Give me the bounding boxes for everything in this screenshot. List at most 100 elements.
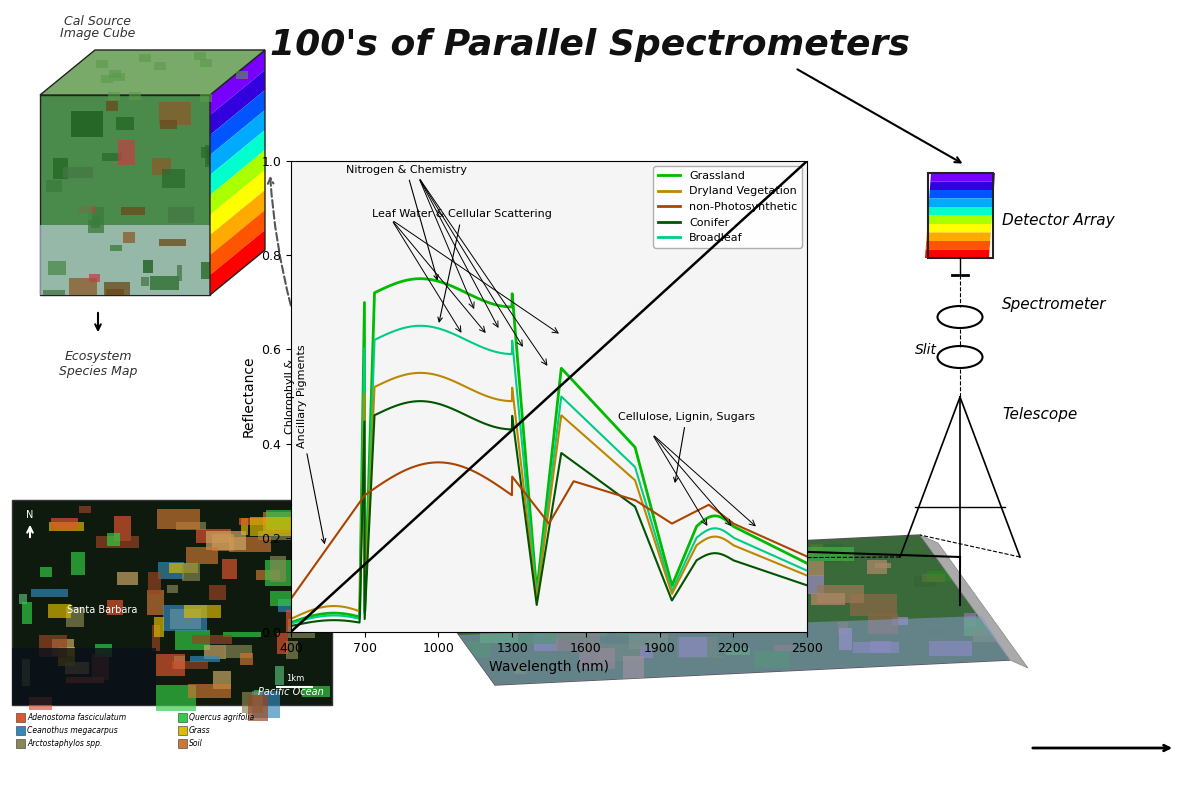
Bar	[163, 605, 207, 631]
Bar	[163, 170, 185, 188]
Bar	[199, 94, 211, 102]
Bar	[853, 641, 900, 653]
Bar	[278, 599, 303, 612]
Bar	[743, 615, 767, 631]
Text: Grass: Grass	[189, 726, 210, 735]
Bar	[106, 289, 123, 312]
Bar	[150, 276, 178, 290]
Bar	[277, 633, 288, 654]
Polygon shape	[210, 190, 265, 255]
Bar	[71, 553, 84, 575]
Bar	[252, 691, 280, 717]
Bar	[973, 630, 1020, 641]
Bar	[565, 618, 608, 637]
Bar	[248, 696, 268, 721]
Bar	[740, 546, 775, 553]
Bar	[577, 620, 607, 636]
Bar	[229, 537, 272, 552]
Bar	[469, 569, 494, 587]
Polygon shape	[927, 224, 991, 232]
Bar	[195, 53, 207, 60]
Bar	[109, 71, 121, 78]
Bar	[114, 516, 131, 542]
Bar	[430, 590, 459, 602]
Bar	[514, 663, 527, 674]
Polygon shape	[210, 230, 265, 295]
Bar	[584, 641, 597, 647]
Bar	[240, 653, 253, 665]
Y-axis label: Reflectance: Reflectance	[241, 356, 255, 437]
Text: Slit: Slit	[915, 343, 937, 357]
Legend: Grassland, Dryland Vegetation, non-Photosynthetic, Conifer, Broadleaf: Grassland, Dryland Vegetation, non-Photo…	[653, 166, 801, 247]
Bar	[204, 145, 228, 166]
Bar	[167, 207, 195, 223]
Bar	[185, 547, 217, 564]
Bar	[893, 617, 908, 625]
Bar	[748, 551, 783, 566]
Bar	[239, 518, 267, 525]
Bar	[49, 604, 71, 618]
Bar	[12, 500, 332, 705]
Polygon shape	[405, 535, 1010, 685]
Polygon shape	[929, 181, 995, 190]
Bar	[288, 627, 316, 638]
Bar	[241, 518, 248, 535]
Bar	[838, 622, 849, 634]
Bar	[792, 561, 824, 576]
Bar	[207, 150, 239, 164]
Bar	[70, 279, 97, 298]
Bar	[303, 519, 337, 542]
Text: Leaf Water & Cellular Scattering: Leaf Water & Cellular Scattering	[372, 210, 552, 322]
Bar	[604, 637, 650, 644]
Bar	[236, 71, 248, 78]
Bar	[269, 557, 286, 582]
Bar	[269, 591, 301, 606]
Bar	[534, 631, 558, 651]
Bar	[679, 637, 707, 657]
Bar	[88, 207, 103, 233]
Bar	[102, 152, 122, 161]
Bar	[154, 617, 164, 637]
Bar	[774, 645, 795, 652]
Bar	[19, 594, 27, 604]
Bar	[546, 623, 594, 639]
Bar	[721, 619, 734, 630]
Bar	[256, 571, 280, 580]
Bar	[107, 600, 123, 615]
Bar	[106, 101, 118, 111]
Bar	[250, 517, 293, 536]
Bar	[39, 636, 66, 656]
Bar	[923, 628, 945, 636]
Bar	[964, 613, 976, 627]
Bar	[15, 739, 25, 748]
Bar	[608, 570, 627, 579]
Polygon shape	[210, 70, 265, 135]
Bar	[565, 571, 602, 591]
Polygon shape	[40, 50, 265, 95]
Bar	[159, 102, 191, 126]
Text: Telescope: Telescope	[1002, 407, 1078, 422]
Bar	[199, 59, 211, 67]
Bar	[480, 629, 518, 643]
Polygon shape	[459, 616, 1010, 685]
Bar	[167, 585, 178, 593]
Text: Cellulose, Lignin, Sugars: Cellulose, Lignin, Sugars	[617, 412, 755, 482]
Bar	[12, 648, 155, 705]
Bar	[178, 726, 188, 735]
Bar	[598, 644, 640, 661]
Bar	[732, 602, 762, 613]
Bar	[209, 585, 226, 600]
Bar	[15, 726, 25, 735]
Bar	[65, 607, 84, 627]
Bar	[40, 225, 210, 295]
Polygon shape	[210, 150, 265, 215]
Bar	[158, 509, 201, 529]
Text: Ecosystem
Species Map: Ecosystem Species Map	[59, 350, 138, 378]
Bar	[254, 689, 261, 706]
Bar	[107, 533, 120, 546]
Bar	[605, 586, 646, 593]
Bar	[49, 261, 65, 275]
Text: Adenostoma fasciculatum: Adenostoma fasciculatum	[27, 713, 126, 722]
Bar	[178, 713, 188, 722]
Polygon shape	[210, 210, 265, 275]
